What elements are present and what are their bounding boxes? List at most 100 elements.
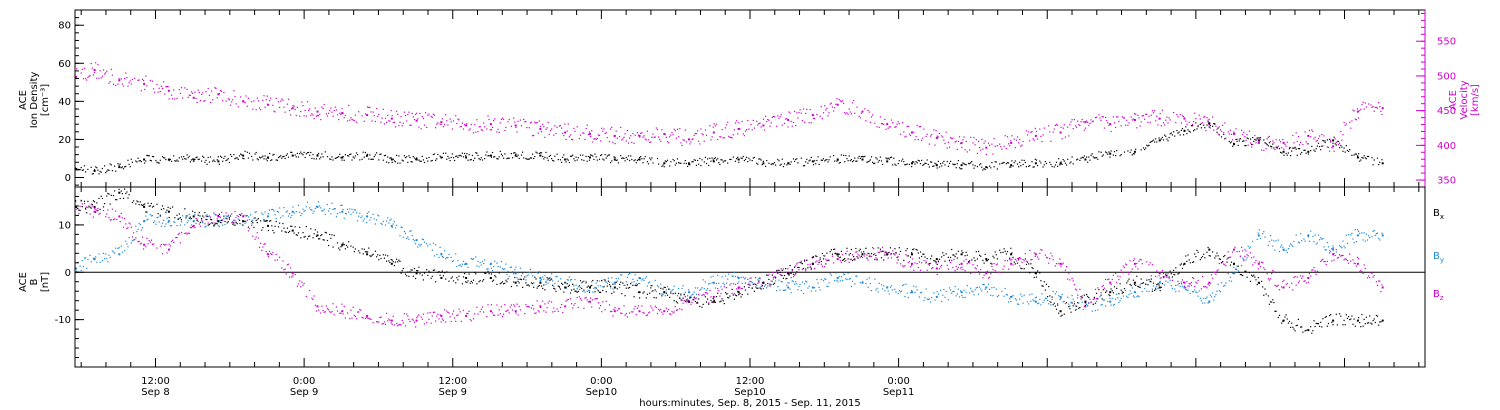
velocity-point bbox=[748, 128, 750, 130]
bz-point bbox=[436, 315, 438, 317]
bx-point bbox=[333, 234, 335, 236]
density-point bbox=[876, 158, 878, 160]
bz-point bbox=[1058, 263, 1060, 265]
bx-point bbox=[430, 277, 432, 279]
velocity-point bbox=[651, 136, 653, 138]
density-point bbox=[1314, 150, 1316, 152]
velocity-point bbox=[176, 97, 178, 100]
bz-point bbox=[1368, 275, 1370, 277]
density-point bbox=[344, 154, 346, 156]
bx-point bbox=[694, 300, 696, 302]
bz-point bbox=[878, 251, 880, 254]
bx-point bbox=[821, 252, 823, 255]
by-point bbox=[1054, 293, 1056, 295]
by-point bbox=[1224, 284, 1226, 286]
bz-point bbox=[1140, 259, 1142, 261]
bz-point bbox=[1257, 262, 1260, 265]
density-point bbox=[1310, 150, 1312, 152]
by-point bbox=[411, 235, 413, 237]
by-point bbox=[1015, 299, 1017, 301]
by-point bbox=[1233, 272, 1235, 275]
by-point bbox=[991, 287, 993, 289]
by-point bbox=[447, 257, 449, 259]
bz-point bbox=[661, 311, 663, 313]
density-point bbox=[861, 158, 864, 161]
bz-point bbox=[188, 232, 190, 235]
velocity-point bbox=[1137, 114, 1139, 116]
density-point bbox=[433, 153, 436, 155]
by-point bbox=[1063, 300, 1065, 302]
bz-point bbox=[773, 276, 776, 278]
density-point bbox=[262, 155, 264, 157]
density-point bbox=[851, 161, 854, 163]
density-point bbox=[572, 154, 574, 156]
by-point bbox=[664, 295, 666, 297]
velocity-point bbox=[500, 118, 502, 120]
by-point bbox=[442, 256, 444, 258]
bz-point bbox=[1166, 276, 1168, 278]
bz-point bbox=[448, 312, 450, 314]
velocity-point bbox=[1234, 132, 1236, 134]
bz-point bbox=[1288, 286, 1291, 288]
bx-point bbox=[472, 279, 475, 281]
by-point bbox=[472, 258, 475, 260]
by-point bbox=[898, 290, 900, 292]
bx-point bbox=[232, 223, 234, 225]
bz-point bbox=[1177, 280, 1179, 282]
density-point bbox=[759, 158, 761, 160]
density-point bbox=[932, 165, 934, 167]
density-point bbox=[1191, 125, 1194, 127]
bz-point bbox=[982, 277, 984, 279]
density-point bbox=[825, 159, 827, 161]
bx-point bbox=[331, 234, 333, 236]
by-point bbox=[785, 289, 787, 291]
by-point bbox=[1281, 244, 1283, 246]
velocity-point bbox=[1106, 120, 1108, 122]
density-point bbox=[342, 156, 344, 158]
velocity-point bbox=[812, 118, 815, 120]
by-point bbox=[373, 218, 375, 220]
bz-point bbox=[889, 253, 891, 255]
bz-point bbox=[1015, 260, 1017, 262]
bx-point bbox=[207, 224, 209, 226]
density-point bbox=[1354, 153, 1356, 155]
by-point bbox=[984, 288, 986, 290]
bz-point bbox=[572, 307, 574, 309]
density-point bbox=[1190, 125, 1192, 127]
velocity-point bbox=[935, 130, 937, 132]
bx-point bbox=[688, 300, 691, 303]
bz-point bbox=[1064, 269, 1066, 271]
bz-point bbox=[316, 305, 319, 308]
density-point bbox=[247, 157, 249, 159]
bx-point bbox=[514, 276, 516, 279]
velocity-point bbox=[590, 135, 592, 138]
bz-point bbox=[173, 241, 175, 244]
velocity-point bbox=[1145, 113, 1147, 115]
bx-point bbox=[779, 271, 781, 273]
velocity-point bbox=[1298, 144, 1301, 146]
density-point bbox=[82, 169, 84, 171]
bx-point bbox=[538, 285, 540, 287]
bx-point bbox=[734, 294, 737, 296]
bx-point bbox=[753, 290, 755, 292]
by-point bbox=[331, 202, 333, 204]
by-point bbox=[1321, 238, 1323, 240]
bz-point bbox=[333, 314, 335, 316]
bx-point bbox=[585, 282, 587, 284]
velocity-point bbox=[111, 74, 113, 76]
density-point bbox=[101, 167, 103, 170]
density-point bbox=[440, 156, 443, 159]
bx-point bbox=[786, 277, 788, 280]
density-point bbox=[1184, 129, 1186, 131]
bz-point bbox=[792, 276, 795, 278]
bx-point bbox=[826, 252, 828, 254]
bx-point bbox=[776, 270, 778, 272]
velocity-point bbox=[92, 74, 94, 76]
velocity-point bbox=[1147, 121, 1149, 123]
density-point bbox=[986, 167, 988, 169]
bx-point bbox=[503, 283, 505, 285]
bz-point bbox=[1281, 286, 1283, 288]
bz-point bbox=[671, 310, 673, 312]
density-point bbox=[821, 159, 823, 161]
by-point bbox=[464, 263, 466, 265]
